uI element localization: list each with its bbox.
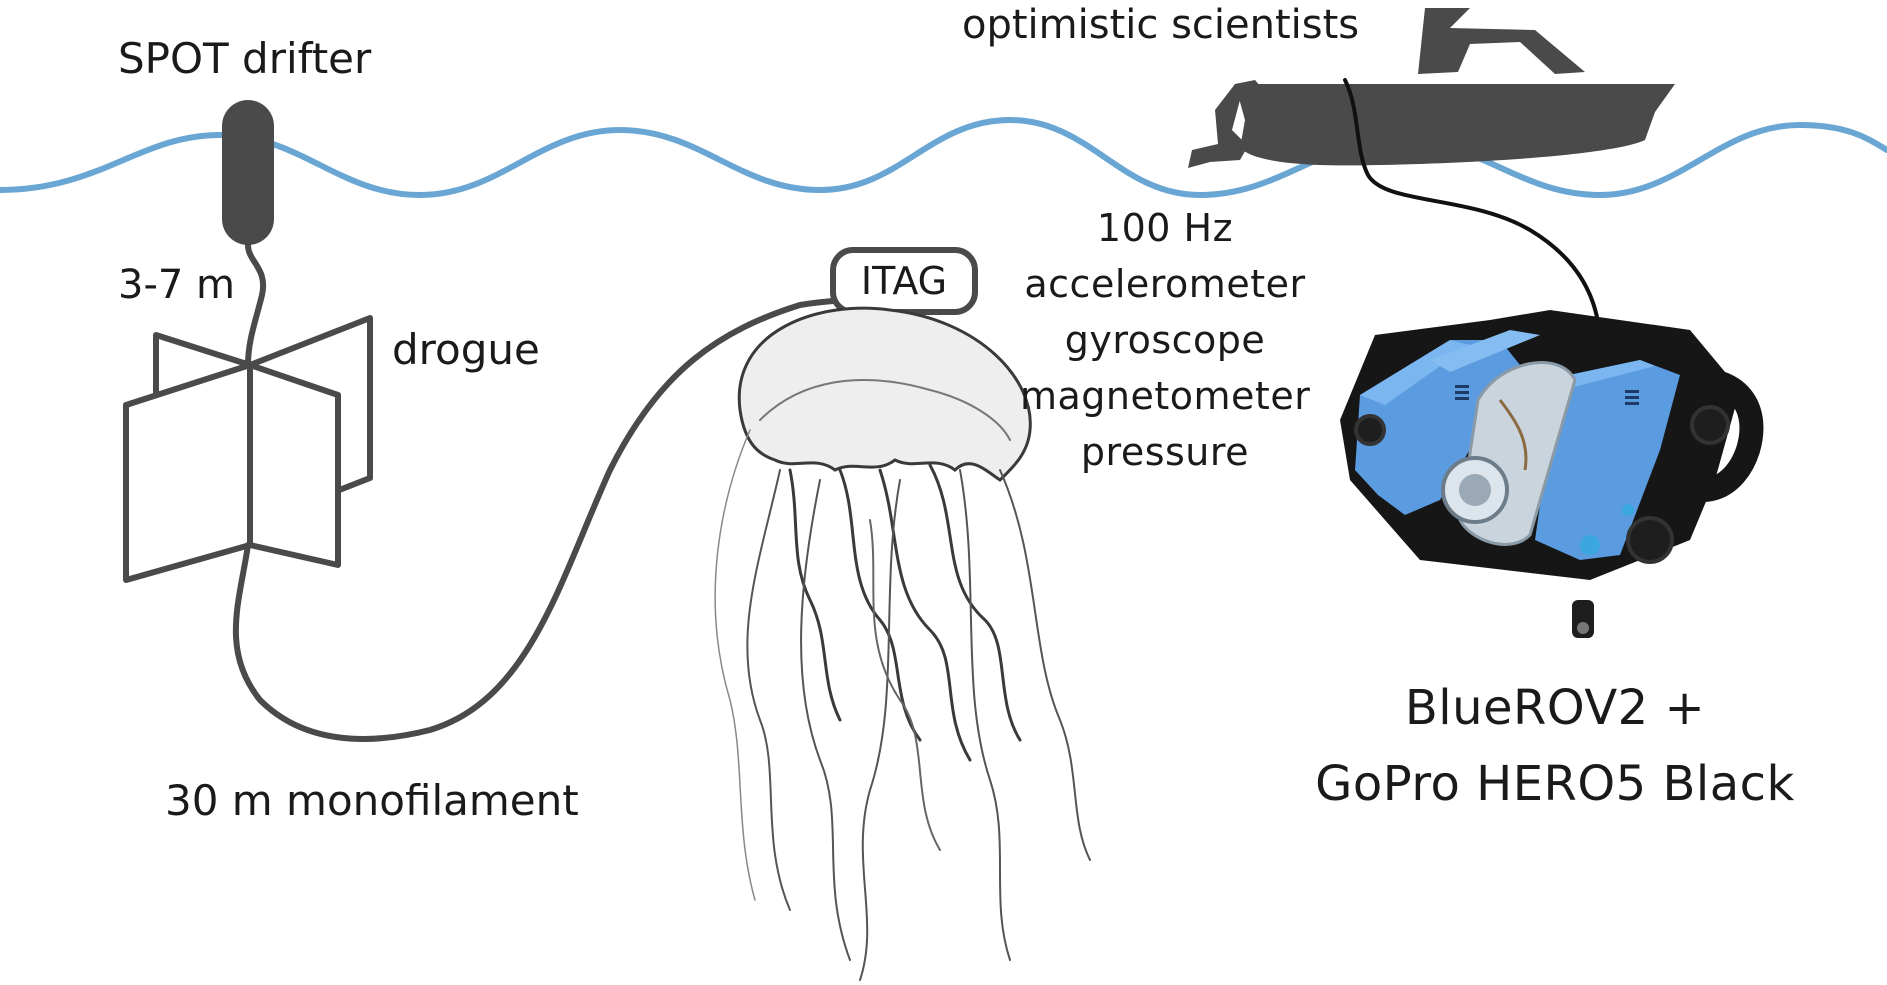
drifter-tether-line bbox=[245, 242, 267, 368]
spot-drifter-label: SPOT drifter bbox=[118, 34, 372, 83]
rov-photo bbox=[1340, 310, 1764, 638]
sensor-gyroscope: gyroscope bbox=[1064, 318, 1266, 362]
scientists-label: optimistic scientists bbox=[962, 2, 1359, 48]
itag-sensor-list: 100 Hz accelerometer gyroscope magnetome… bbox=[1020, 200, 1310, 480]
itag-label: ITAG bbox=[861, 259, 947, 303]
rov-tether-cable bbox=[1343, 78, 1602, 342]
sensor-accelerometer: accelerometer bbox=[1024, 262, 1306, 306]
spot-drifter-icon bbox=[222, 100, 274, 245]
monofilament-label: 30 m monofilament bbox=[165, 776, 579, 825]
jellyfish-illustration bbox=[714, 306, 1091, 981]
drogue-label: drogue bbox=[392, 325, 540, 374]
sensor-sample-rate: 100 Hz bbox=[1096, 206, 1234, 250]
sensor-magnetometer: magnetometer bbox=[1020, 374, 1311, 418]
tether-length-label: 3-7 m bbox=[118, 262, 235, 308]
rov-caption-line-2: GoPro HERO5 Black bbox=[1315, 756, 1795, 812]
water-surface-line bbox=[0, 116, 1887, 199]
boat-icon bbox=[1188, 8, 1675, 168]
drogue-icon bbox=[123, 315, 373, 583]
rov-caption: BlueROV2 + GoPro HERO5 Black bbox=[1300, 670, 1810, 822]
monofilament-line bbox=[232, 297, 883, 742]
rov-caption-line-1: BlueROV2 + bbox=[1404, 680, 1706, 736]
sensor-pressure: pressure bbox=[1080, 430, 1250, 474]
